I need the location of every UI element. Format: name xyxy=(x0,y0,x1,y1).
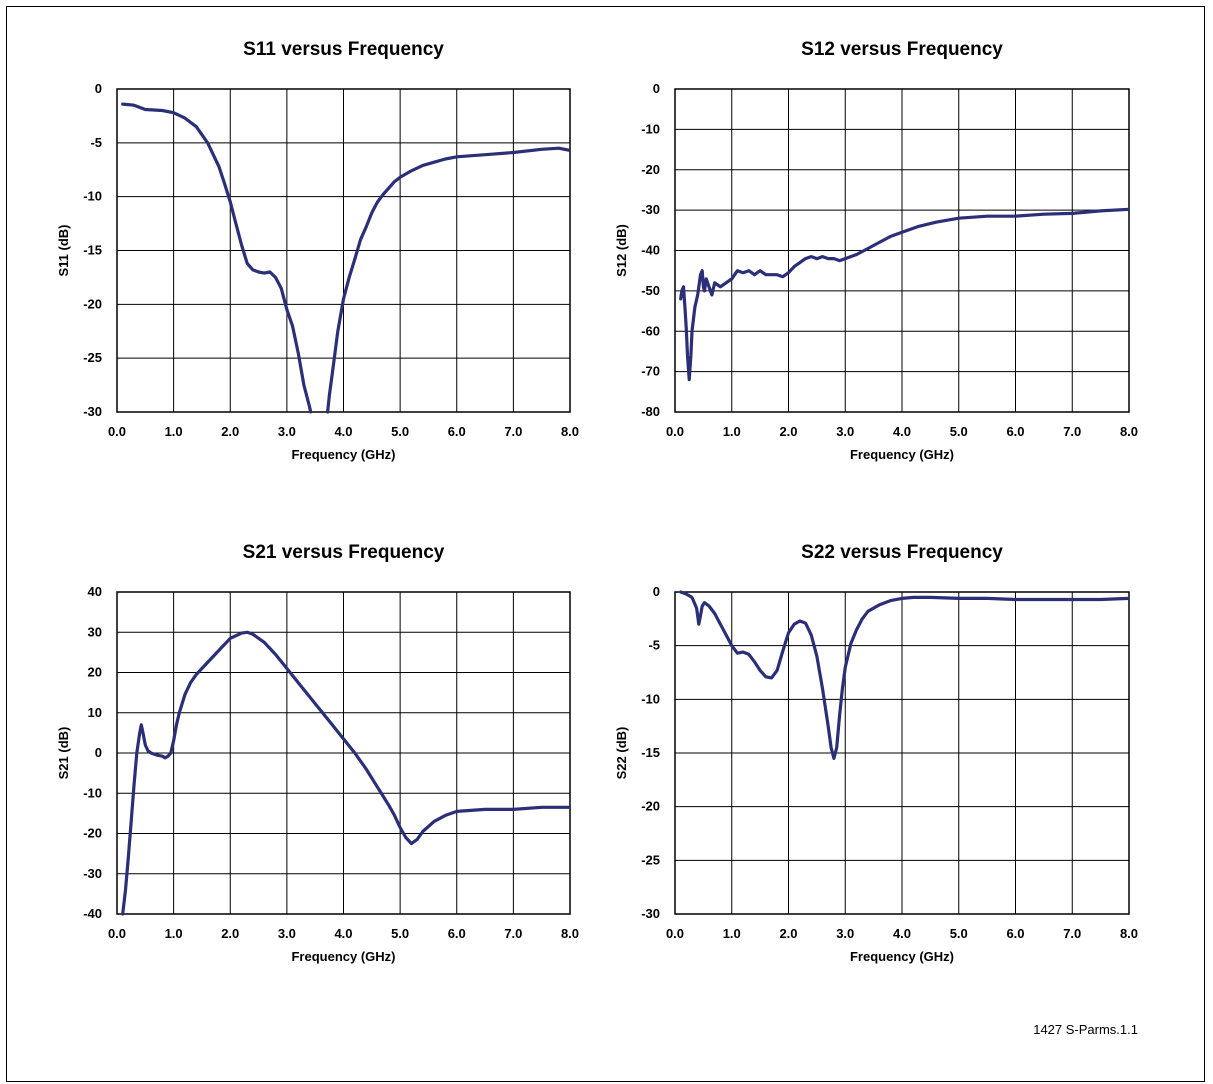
s22-y-axis-label: S22 (dB) xyxy=(614,727,629,780)
s12-y-axis-label: S12 (dB) xyxy=(614,224,629,277)
s12-x-tick-label: 6.0 xyxy=(1006,424,1024,439)
s11-plot-frame xyxy=(116,88,571,413)
s21-y-tick-label: 40 xyxy=(88,584,102,599)
s11-x-tick-label: 7.0 xyxy=(504,424,522,439)
s11-series-line xyxy=(121,102,313,414)
s22-y-tick-label: -15 xyxy=(641,745,660,760)
s21-y-axis-label: S21 (dB) xyxy=(56,727,71,780)
s21-plot-frame xyxy=(116,591,571,915)
page-frame xyxy=(6,6,1205,1082)
s11-series-line xyxy=(326,146,570,414)
s21-chart: 0.0 1.0 2.0 3.0 4.0 5.0 6.0 7.0 8.0 40 30 20 10 0 -10 -… xyxy=(56,542,579,964)
s22-x-tick-label: 1.0 xyxy=(723,926,741,941)
s11-y-tick-label: -20 xyxy=(83,296,102,311)
s22-x-tick-label: 7.0 xyxy=(1063,926,1081,941)
s12-series-line xyxy=(679,207,1129,382)
figure-id-label: 1427 S-Parms.1.1 xyxy=(1033,1022,1138,1037)
s11-chart-title: S11 versus Frequency xyxy=(243,39,444,60)
s11-y-axis-label: S11 (dB) xyxy=(56,224,71,276)
s21-y-tick-label: -40 xyxy=(83,906,102,921)
s12-chart: 0.0 1.0 2.0 3.0 4.0 5.0 6.0 7.0 8.0 0 -10 -20 -30 -40… xyxy=(614,39,1138,462)
s21-y-tick-label: 0 xyxy=(95,745,102,760)
s11-x-axis-label: Frequency (GHz) xyxy=(291,447,395,462)
s22-y-tick-label: -10 xyxy=(641,691,660,706)
s22-series-line xyxy=(679,590,1129,761)
s11-x-tick-label: 4.0 xyxy=(334,424,352,439)
s21-y-tick-label: -10 xyxy=(83,785,102,800)
s21-x-tick-label: 7.0 xyxy=(504,926,522,941)
s11-x-tick-label: 3.0 xyxy=(278,424,296,439)
s22-plot-frame xyxy=(674,591,1130,915)
s11-y-tick-label: -25 xyxy=(83,350,102,365)
s21-x-tick-label: 1.0 xyxy=(165,926,183,941)
s22-chart-title: S22 versus Frequency xyxy=(801,542,1003,563)
s12-x-tick-label: 8.0 xyxy=(1120,424,1138,439)
s11-x-tick-label: 0.0 xyxy=(108,424,126,439)
s12-x-tick-label: 5.0 xyxy=(950,424,968,439)
s21-x-tick-label: 5.0 xyxy=(391,926,409,941)
s11-y-tick-label: 0 xyxy=(95,81,102,96)
s11-y-tick-label: -30 xyxy=(83,404,102,419)
s21-x-tick-label: 2.0 xyxy=(221,926,239,941)
s21-x-tick-label: 0.0 xyxy=(108,926,126,941)
s12-x-tick-label: 0.0 xyxy=(666,424,684,439)
s21-x-tick-label: 6.0 xyxy=(448,926,466,941)
s12-y-tick-label: -70 xyxy=(641,364,660,379)
s21-x-axis-label: Frequency (GHz) xyxy=(291,949,395,964)
s22-x-tick-label: 8.0 xyxy=(1120,926,1138,941)
s21-y-tick-label: -20 xyxy=(83,826,102,841)
s22-y-tick-label: 0 xyxy=(653,584,660,599)
s22-x-tick-label: 5.0 xyxy=(950,926,968,941)
s12-y-tick-label: -30 xyxy=(641,202,660,217)
s11-y-tick-label: -10 xyxy=(83,189,102,204)
s22-x-axis-label: Frequency (GHz) xyxy=(850,949,954,964)
s21-x-tick-label: 4.0 xyxy=(334,926,352,941)
s21-x-tick-label: 8.0 xyxy=(561,926,579,941)
s12-x-tick-label: 4.0 xyxy=(893,424,911,439)
s12-plot-frame xyxy=(674,88,1130,413)
s12-chart-title: S12 versus Frequency xyxy=(801,39,1003,60)
s11-x-tick-label: 2.0 xyxy=(221,424,239,439)
s11-x-tick-label: 6.0 xyxy=(448,424,466,439)
s12-x-tick-label: 7.0 xyxy=(1063,424,1081,439)
s12-y-tick-label: -40 xyxy=(641,243,660,258)
s22-x-tick-label: 4.0 xyxy=(893,926,911,941)
s22-x-tick-label: 0.0 xyxy=(666,926,684,941)
s22-y-tick-label: -5 xyxy=(648,638,660,653)
s12-y-tick-label: -60 xyxy=(641,323,660,338)
s12-x-tick-label: 1.0 xyxy=(723,424,741,439)
s11-x-tick-label: 1.0 xyxy=(165,424,183,439)
s12-y-tick-label: -80 xyxy=(641,404,660,419)
s12-y-tick-label: -10 xyxy=(641,121,660,136)
s11-x-tick-label: 8.0 xyxy=(561,424,579,439)
s12-x-tick-label: 2.0 xyxy=(779,424,797,439)
s11-y-tick-label: -15 xyxy=(83,243,102,258)
s22-x-tick-label: 6.0 xyxy=(1006,926,1024,941)
s21-y-tick-label: -30 xyxy=(83,866,102,881)
s22-x-tick-label: 3.0 xyxy=(836,926,854,941)
s11-x-tick-label: 5.0 xyxy=(391,424,409,439)
s12-x-tick-label: 3.0 xyxy=(836,424,854,439)
s21-y-tick-label: 10 xyxy=(88,705,102,720)
s22-x-tick-label: 2.0 xyxy=(779,926,797,941)
s21-x-tick-label: 3.0 xyxy=(278,926,296,941)
s22-chart: 0.0 1.0 2.0 3.0 4.0 5.0 6.0 7.0 8.0 0 -5 -10 -15 -20 -… xyxy=(614,542,1138,964)
s21-chart-title: S21 versus Frequency xyxy=(243,542,445,563)
s21-y-tick-label: 20 xyxy=(88,665,102,680)
s12-x-axis-label: Frequency (GHz) xyxy=(850,447,954,462)
s21-y-tick-label: 30 xyxy=(88,624,102,639)
s22-y-tick-label: -25 xyxy=(641,852,660,867)
s11-y-tick-label: -5 xyxy=(90,135,102,150)
s12-y-tick-label: -20 xyxy=(641,162,660,177)
s21-series-line xyxy=(121,630,570,916)
s11-chart: 0.0 1.0 2.0 3.0 4.0 5.0 6.0 7.0 8.0 0 -5 -10 -15 -20 -… xyxy=(56,39,579,462)
s12-y-tick-label: -50 xyxy=(641,283,660,298)
s22-y-tick-label: -30 xyxy=(641,906,660,921)
s22-y-tick-label: -20 xyxy=(641,799,660,814)
s12-y-tick-label: 0 xyxy=(653,81,660,96)
